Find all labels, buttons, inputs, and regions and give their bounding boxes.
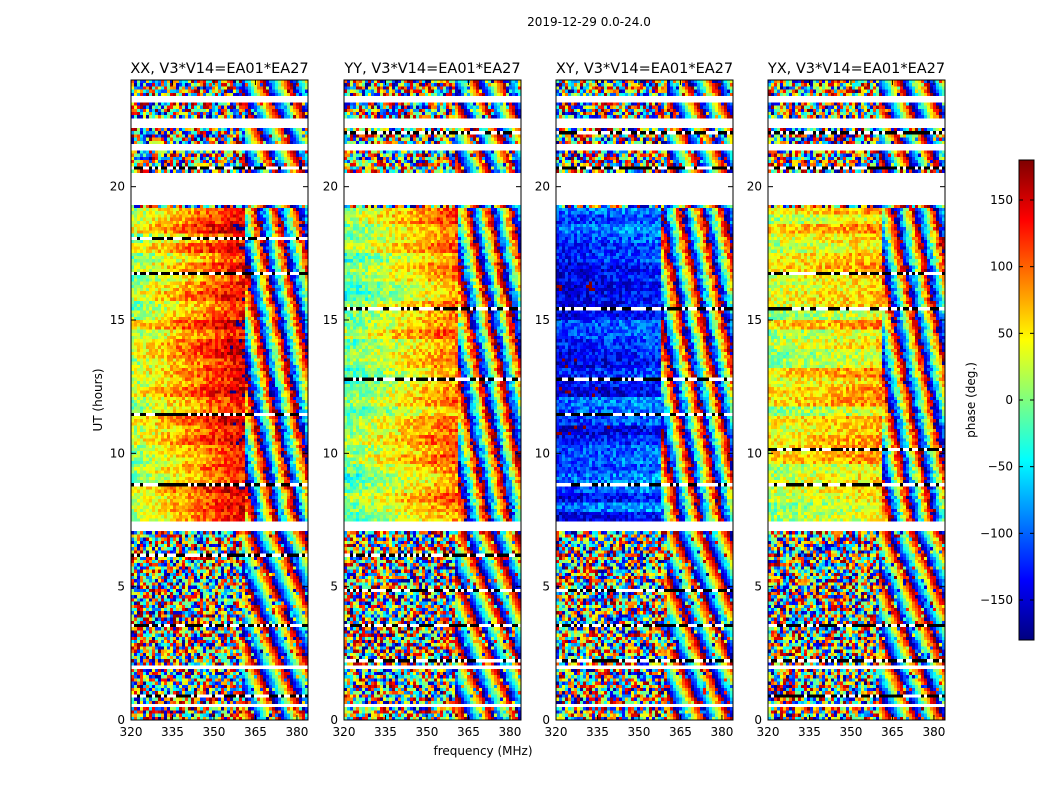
x-tick-label: 335 [161, 725, 184, 739]
y-tick-label: 15 [747, 313, 762, 327]
x-tick-label: 365 [244, 725, 267, 739]
colorbar-tick-label: 150 [990, 193, 1013, 207]
y-tick-label: 10 [747, 446, 762, 460]
colorbar-tick-label: 0 [1005, 393, 1013, 407]
y-tick-label: 15 [110, 313, 125, 327]
colorbar-tick-label: 50 [998, 326, 1013, 340]
x-tick-label: 320 [757, 725, 780, 739]
y-tick-label: 0 [330, 713, 338, 727]
phase-heatmap-xy [556, 80, 733, 720]
y-tick-label: 15 [323, 313, 338, 327]
x-tick-label: 380 [922, 725, 945, 739]
x-tick-label: 350 [416, 725, 439, 739]
colorbar-tick-label: −50 [988, 460, 1013, 474]
y-tick-label: 5 [754, 580, 762, 594]
y-tick-label: 15 [535, 313, 550, 327]
phase-heatmap-yy [344, 80, 521, 720]
y-tick-label: 10 [323, 446, 338, 460]
x-tick-label: 380 [285, 725, 308, 739]
panel-yx: YX, V3*V14=EA01*EA27 320 335 350 365 380 0 5 10 1… [747, 61, 946, 739]
colorbar-tick-label: −100 [980, 526, 1013, 540]
panel-frame [767, 79, 946, 721]
y-tick-label: 20 [110, 180, 125, 194]
x-tick-label: 320 [120, 725, 143, 739]
panel-xx: XX, V3*V14=EA01*EA27 320 335 350 365 380 0 5 10 1… [110, 61, 309, 739]
x-tick-label: 335 [586, 725, 609, 739]
panel-title: YX, V3*V14=EA01*EA27 [767, 61, 945, 77]
y-tick-label: 10 [110, 446, 125, 460]
colorbar-tick-label: 100 [990, 260, 1013, 274]
y-tick-label: 20 [747, 180, 762, 194]
colorbar-label: phase (deg.) [964, 362, 978, 438]
panel-frame [343, 79, 522, 721]
x-tick-label: 335 [374, 725, 397, 739]
panel-title: XX, V3*V14=EA01*EA27 [130, 61, 308, 77]
x-tick-label: 350 [628, 725, 651, 739]
colorbar: 150 100 50 0 −50 −100 −150 phase (deg.) [964, 159, 1035, 641]
y-tick-label: 0 [542, 713, 550, 727]
phase-heatmap-xx [131, 80, 308, 720]
panel-frame [555, 79, 734, 721]
x-tick-label: 350 [203, 725, 226, 739]
y-tick-label: 20 [323, 180, 338, 194]
x-tick-label: 380 [710, 725, 733, 739]
y-tick-label: 5 [117, 580, 125, 594]
panels-group: XX, V3*V14=EA01*EA27 320 335 350 365 380 0 5 10 1… [110, 61, 946, 739]
x-tick-label: 350 [840, 725, 863, 739]
colorbar-tick-label: −150 [980, 593, 1013, 607]
x-tick-label: 320 [545, 725, 568, 739]
y-tick-label: 0 [754, 713, 762, 727]
x-tick-label: 335 [798, 725, 821, 739]
x-tick-label: 320 [333, 725, 356, 739]
y-tick-label: 20 [535, 180, 550, 194]
y-tick-label: 10 [535, 446, 550, 460]
y-tick-label: 5 [542, 580, 550, 594]
panel-yy: YY, V3*V14=EA01*EA27 320 335 350 365 380 0 5 10 1… [323, 61, 522, 739]
x-tick-label: 380 [498, 725, 521, 739]
panel-frame [130, 79, 309, 721]
phase-heatmap-yx [768, 80, 945, 720]
x-tick-label: 365 [669, 725, 692, 739]
x-axis-label: frequency (MHz) [433, 744, 532, 758]
x-tick-label: 365 [457, 725, 480, 739]
panel-title: XY, V3*V14=EA01*EA27 [556, 61, 733, 77]
panel-title: YY, V3*V14=EA01*EA27 [343, 61, 520, 77]
y-tick-label: 0 [117, 713, 125, 727]
y-tick-label: 5 [330, 580, 338, 594]
panel-xy: XY, V3*V14=EA01*EA27 320 335 350 365 380 0 5 10 1… [535, 61, 734, 739]
figure-suptitle: 2019-12-29 0.0-24.0 [527, 15, 651, 29]
colorbar-ticks: 150 100 50 0 −50 −100 −150 [980, 193, 1034, 607]
y-axis-label: UT (hours) [91, 368, 105, 431]
x-tick-label: 365 [881, 725, 904, 739]
